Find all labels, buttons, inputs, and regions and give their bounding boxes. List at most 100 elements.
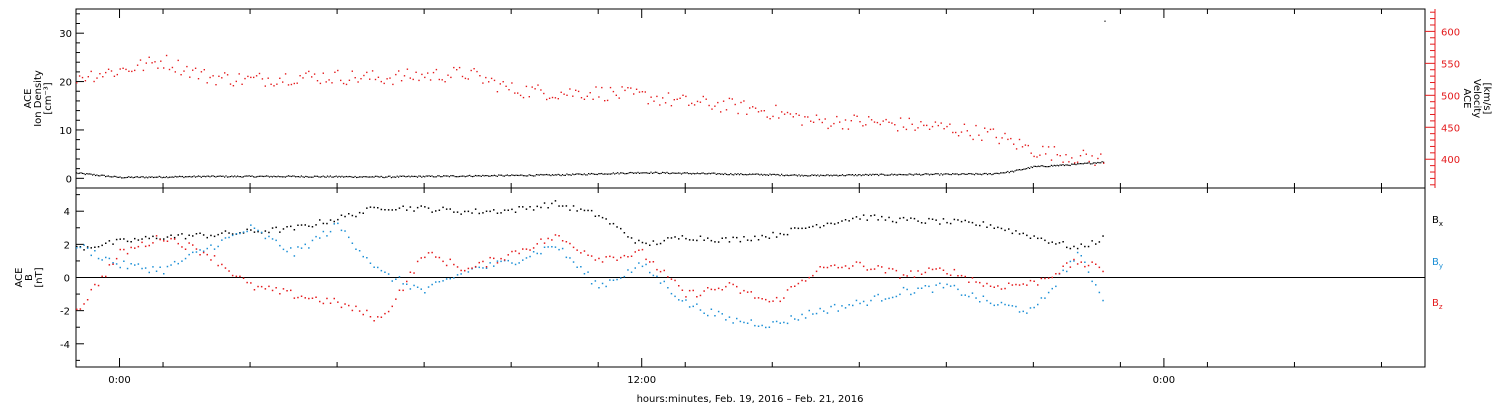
density-point [606,173,609,175]
density-point [387,175,390,177]
by-point [217,245,219,248]
bz-point [159,238,161,241]
by-point [148,271,150,274]
bz-point [217,264,219,267]
by-point [997,304,999,306]
bx-point [173,236,176,239]
by-point [939,282,941,285]
bx-point [1022,232,1024,235]
bz-point [913,276,916,278]
bz-point [166,240,169,242]
bz-point [775,296,778,299]
velocity-point [273,85,275,87]
density-point [1056,164,1058,166]
by-point [667,287,669,289]
by-point [551,246,553,248]
bx-point [94,246,96,248]
bx-point [1040,237,1043,239]
density-point [168,176,170,178]
density-point [957,174,960,176]
density-point [943,173,945,175]
bx-point [268,231,270,234]
bx-point [804,227,807,229]
bz-point [815,270,818,273]
density-point [400,175,403,177]
density-point [624,173,626,175]
density-point [406,175,408,178]
bz-point [181,246,183,248]
bx-point [939,223,941,225]
velocity-point [691,102,693,105]
bx-point [953,218,956,221]
velocity-point [804,116,806,118]
density-point [170,176,172,178]
velocity-point [575,89,577,91]
density-point [914,173,916,175]
density-point [199,175,201,177]
bz-point [79,308,82,310]
velocity-point [366,71,368,74]
bx-point [445,208,448,210]
density-point [550,175,552,177]
density-point [698,173,700,175]
by-point [1026,312,1028,314]
by-point [445,278,448,280]
velocity-point [154,61,156,63]
density-point [897,174,899,176]
density-point [791,174,793,176]
bz-point [873,268,876,270]
velocity-point [334,71,336,73]
bx-point [572,205,575,207]
bz-point [982,285,985,287]
density-point [638,172,640,174]
velocity-point [624,89,626,92]
velocity-point [679,97,681,99]
velocity-point [1103,162,1105,164]
by-point [478,266,480,269]
density-point [479,175,481,177]
bx-point [786,233,789,236]
velocity-point [615,94,617,96]
density-point [695,173,697,175]
density-point [184,176,186,178]
by-point [786,322,789,325]
bz-point [942,269,945,271]
density-point [850,174,852,176]
bx-point [311,226,314,228]
bx-point [286,226,288,228]
density-axis-label: Ion Density [33,70,44,127]
density-point [709,173,712,175]
by-point [728,316,731,318]
density-point [672,172,674,174]
bz-point [380,316,383,318]
by-point [373,266,375,268]
by-point [1037,303,1039,306]
density-point [820,174,822,176]
by-point [308,247,310,249]
density-point [390,177,392,179]
bz-point [862,265,865,268]
density-point [103,174,105,176]
density-point [266,175,268,177]
density-point [689,172,691,175]
bz-point [123,248,125,251]
density-point [582,174,584,176]
density-point [1021,169,1023,171]
bx-point [507,209,509,211]
density-point [981,174,983,176]
bz-point [108,264,111,266]
bx-point [794,227,796,229]
density-point [815,175,817,177]
bz-point [101,275,103,278]
bx-point [482,212,484,214]
density-point [189,175,191,178]
velocity-point [722,100,725,102]
velocity-point [490,77,493,80]
density-point [80,172,82,174]
velocity-point [618,97,620,99]
by-point [130,263,132,265]
by-point [293,255,296,257]
bx-point [558,205,560,207]
density-point [247,175,249,177]
by-point [366,257,368,259]
